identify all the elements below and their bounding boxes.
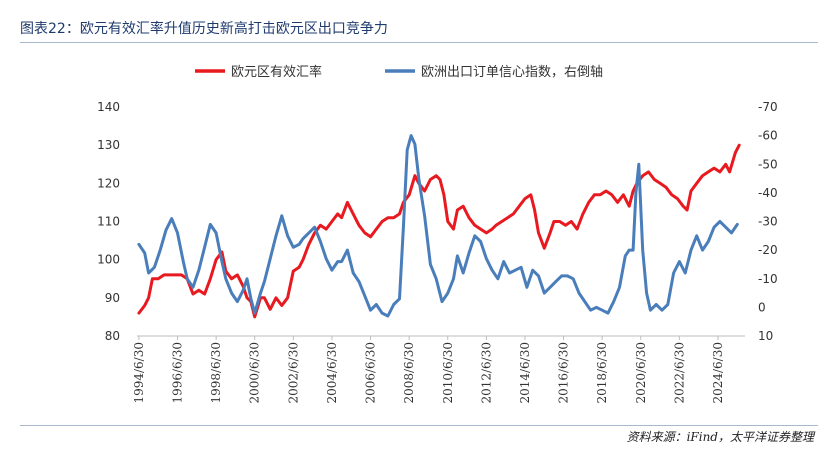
left-axis-tick-label: 100 xyxy=(97,253,120,267)
right-axis-tick-label: -70 xyxy=(758,100,778,114)
x-axis-tick-label: 2014/6/30 xyxy=(518,342,532,404)
x-axis-tick-label: 2008/6/30 xyxy=(402,342,416,404)
legend-label-euro-rate: 欧元区有效汇率 xyxy=(231,64,322,80)
x-axis-tick-label: 2006/6/30 xyxy=(364,342,378,404)
legend-label-export-orders: 欧洲出口订单信心指数，右倒轴 xyxy=(421,65,603,80)
footer-divider xyxy=(20,425,818,426)
right-axis-tick-label: -40 xyxy=(758,186,778,200)
chart-title: 图表22：欧元有效汇率升值历史新高打击欧元区出口竞争力 xyxy=(20,21,388,37)
x-axis-tick-label: 2020/6/30 xyxy=(634,342,648,404)
chart-legend: 欧元区有效汇率 欧洲出口订单信心指数，右倒轴 xyxy=(195,64,603,80)
x-axis-tick-label: 2010/6/30 xyxy=(441,342,455,404)
right-axis: 10 0 -10 -20 -30 -40 -50 -60 -70 xyxy=(758,100,778,343)
x-axis: 1994/6/30 1996/6/30 1998/6/30 2000/6/30 2002… xyxy=(132,336,725,404)
x-axis-tick-label: 2012/6/30 xyxy=(479,342,493,404)
left-axis-tick-label: 80 xyxy=(105,329,120,343)
source-note: 资料来源：iFind，太平洋证券整理 xyxy=(626,430,814,444)
right-axis-tick-label: -20 xyxy=(758,243,778,257)
right-axis-tick-label: -60 xyxy=(758,129,778,143)
left-axis-tick-label: 90 xyxy=(105,291,120,305)
x-axis-tick-label: 2022/6/30 xyxy=(672,342,686,404)
left-axis-tick-label: 130 xyxy=(97,138,120,152)
left-axis-tick-label: 140 xyxy=(97,100,120,114)
title-divider xyxy=(20,42,818,43)
x-axis-tick-label: 2004/6/30 xyxy=(325,342,339,404)
x-axis-tick-label: 1998/6/30 xyxy=(209,342,223,404)
x-axis-tick-label: 2016/6/30 xyxy=(557,342,571,404)
right-axis-tick-label: 10 xyxy=(758,329,773,343)
x-axis-tick-label: 1994/6/30 xyxy=(132,342,146,404)
left-axis-tick-label: 120 xyxy=(97,176,120,190)
line-chart: 欧元区有效汇率 欧洲出口订单信心指数，右倒轴 80901001101201301… xyxy=(97,64,778,404)
series-line-export-order-confidence xyxy=(137,134,739,318)
left-axis-tick-label: 110 xyxy=(97,215,120,229)
x-axis-tick-label: 1996/6/30 xyxy=(171,342,185,404)
x-axis-tick-label: 2024/6/30 xyxy=(711,342,725,404)
right-axis-tick-label: -30 xyxy=(758,215,778,229)
x-axis-tick-label: 2000/6/30 xyxy=(248,342,262,404)
left-axis: 80 90 100 110 120 130 140 xyxy=(97,100,120,343)
right-axis-tick-label: 0 xyxy=(758,300,766,314)
right-axis-tick-label: -50 xyxy=(758,157,778,171)
right-axis-tick-label: -10 xyxy=(758,272,778,286)
x-axis-tick-label: 2002/6/30 xyxy=(286,342,300,404)
x-axis-tick-label: 2018/6/30 xyxy=(595,342,609,404)
